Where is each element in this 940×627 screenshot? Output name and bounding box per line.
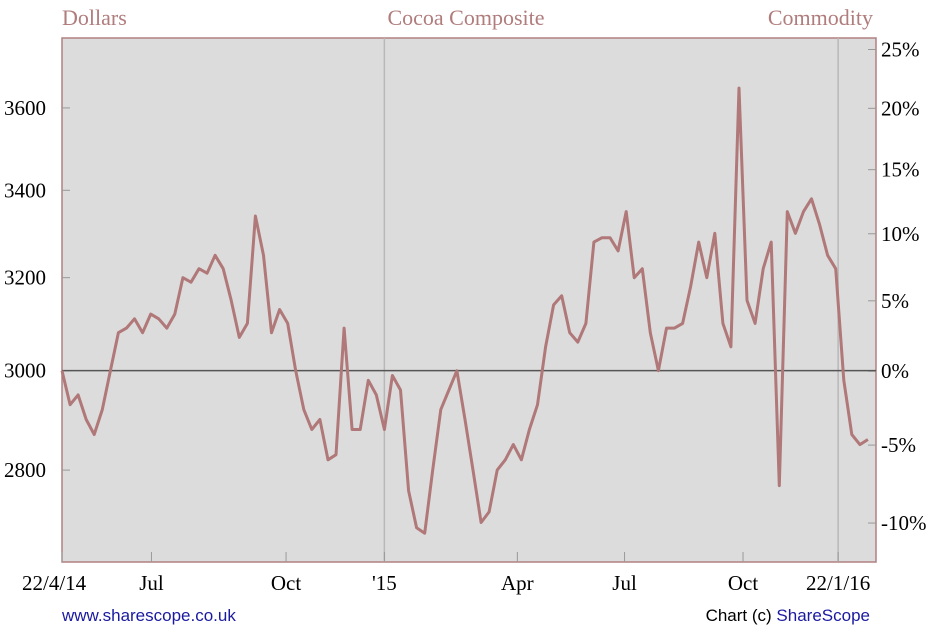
y-axis-label: Dollars	[62, 5, 127, 30]
chart-title: Cocoa Composite	[387, 5, 544, 30]
price-line	[60, 86, 869, 535]
x-tick-label: Jul	[139, 571, 164, 595]
x-tick-label: '15	[372, 571, 397, 595]
footer-credit-prefix: Chart (c)	[706, 606, 772, 625]
x-tick-label: 22/4/14	[22, 571, 87, 595]
y-tick-label: 3200	[4, 266, 46, 290]
x-tick-label: Jul	[612, 571, 637, 595]
y2-tick-label: 5%	[881, 289, 909, 313]
y2-tick-label: 20%	[881, 96, 920, 120]
y2-axis-label: Commodity	[768, 5, 873, 30]
footer-credit: Chart (c) ShareScope	[706, 606, 870, 625]
y2-tick-label: 0%	[881, 359, 909, 383]
y2-tick-label: 25%	[881, 37, 920, 61]
plot-area	[61, 37, 877, 563]
x-tick-label: Oct	[271, 571, 301, 595]
y2-tick-label: 10%	[881, 222, 920, 246]
footer-brand: ShareScope	[776, 606, 870, 625]
y-tick-label: 3400	[4, 178, 46, 202]
x-tick-label: 22/1/16	[806, 571, 870, 595]
y2-tick-label: 15%	[881, 158, 920, 182]
footer-link[interactable]: www.sharescope.co.uk	[61, 606, 236, 625]
y2-tick-label: -5%	[881, 433, 916, 457]
y2-tick-label: -10%	[881, 511, 927, 535]
x-tick-label: Apr	[501, 571, 534, 595]
y-tick-label: 2800	[4, 458, 46, 482]
x-tick-label: Oct	[728, 571, 758, 595]
y-tick-label: 3000	[4, 359, 46, 383]
y-tick-label: 3600	[4, 96, 46, 120]
